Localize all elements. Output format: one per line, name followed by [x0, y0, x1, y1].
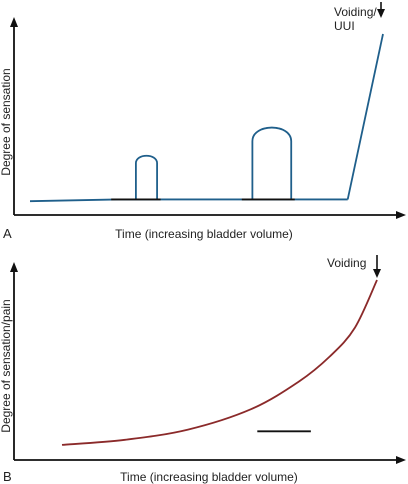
- panel-b-y-axis-arrowhead: [10, 262, 18, 272]
- panel-a-x-axis-arrowhead: [396, 211, 406, 219]
- panel-a-baseline: [29, 198, 348, 203]
- panel-b-annotation: Voiding: [327, 256, 366, 270]
- panel-b-y-label: Degree of sensation/pain: [0, 299, 13, 432]
- panel-a-sensation-spike: [251, 126, 293, 200]
- panel-a: A Time (increasing bladder volume) Degre…: [0, 2, 406, 241]
- panel-a-y-label: Degree of sensation: [0, 68, 13, 175]
- panel-a-y-axis-arrowhead: [10, 17, 18, 27]
- panel-a-x-label: Time (increasing bladder volume): [115, 227, 293, 241]
- panel-b-x-label: Time (increasing bladder volume): [120, 470, 298, 484]
- panel-a-voiding-arrow-head: [377, 9, 385, 18]
- panel-b: B Time (increasing bladder volume) Degre…: [0, 255, 406, 484]
- panel-a-sensation-spike: [135, 154, 158, 200]
- panel-a-label: A: [3, 226, 12, 241]
- panel-b-voiding-arrow-head: [373, 269, 381, 278]
- panel-b-sensation-curve: [61, 279, 378, 446]
- panel-b-label: B: [3, 469, 12, 484]
- panel-b-x-axis-arrowhead: [396, 456, 406, 464]
- panel-a-annotation-line-1: Voiding/: [334, 5, 377, 19]
- panel-a-annotation-line-2: UUI: [334, 19, 355, 33]
- panel-a-voiding-rise: [346, 33, 384, 200]
